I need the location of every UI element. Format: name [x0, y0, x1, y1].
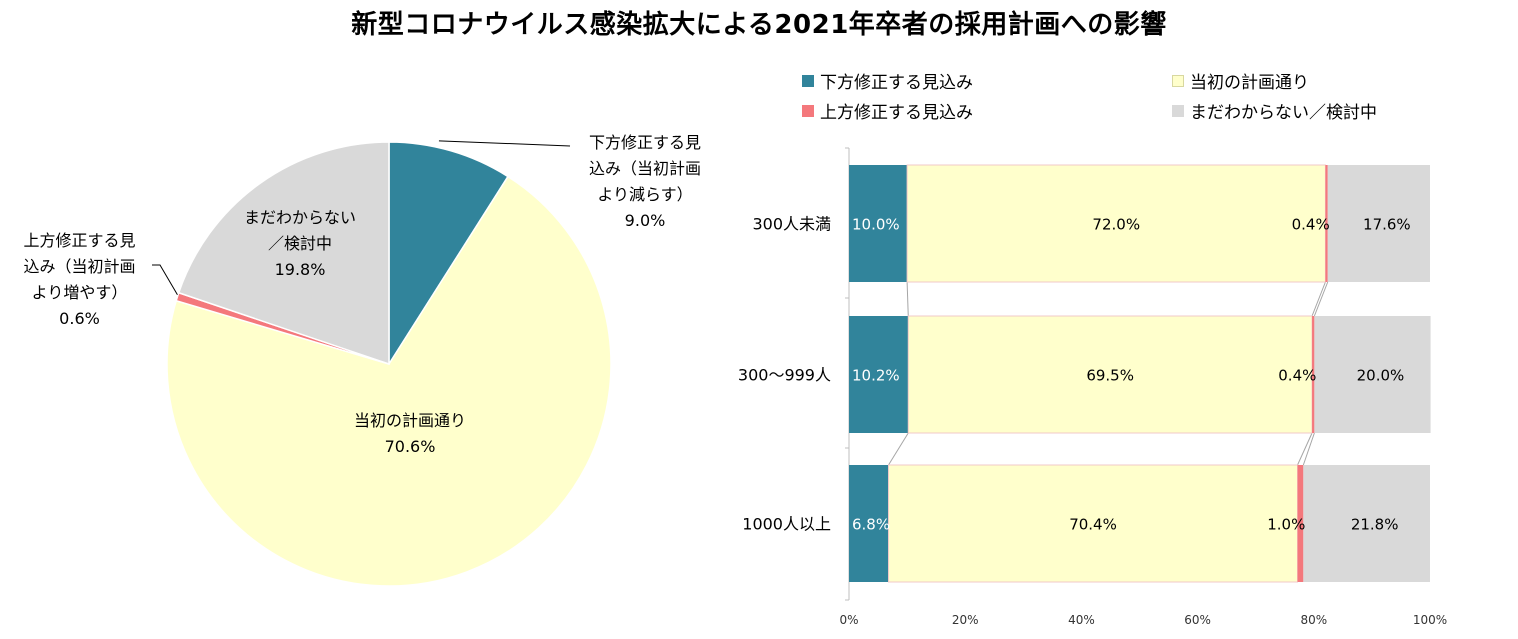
legend-swatch-same	[1172, 74, 1184, 87]
bar-segment-unknown	[1327, 165, 1430, 282]
chart-title: 新型コロナウイルス感染拡大による2021年卒者の採用計画への影響	[351, 10, 1167, 40]
legend-swatch-down	[802, 74, 814, 87]
legend-item-unknown: まだわからない／検討中	[1172, 98, 1377, 123]
pie-slice-same	[166, 175, 612, 587]
legend-label: 下方修正する見込み	[820, 73, 973, 93]
bar-segment-down	[849, 465, 889, 582]
category-label: 300〜999人	[738, 366, 831, 385]
x-tick-label: 20%	[952, 613, 979, 627]
bar-segment-up	[1325, 165, 1328, 282]
data-label-down: 10.0%	[852, 216, 900, 234]
data-label-down: 10.2%	[852, 367, 900, 385]
legend-item-same: 当初の計画通り	[1172, 68, 1309, 93]
bar-segment-same	[888, 464, 1299, 583]
legend-item-up: 上方修正する見込み	[802, 98, 973, 123]
data-label-unknown: 20.0%	[1357, 367, 1405, 385]
x-tick-label: 60%	[1184, 613, 1211, 627]
pie-label-unknown: まだわからない ／検討中 19.8%	[220, 205, 380, 283]
pie-label-up: 上方修正する見 込み（当初計画 より増やす） 0.6%	[2, 228, 157, 332]
series-connector-line	[1311, 281, 1326, 317]
pie-label-same-line: 当初の計画通り	[353, 411, 466, 430]
data-label-unknown: 17.6%	[1363, 216, 1411, 234]
pie-label-same-value: 70.6%	[384, 437, 436, 456]
data-label-same: 69.5%	[1086, 367, 1134, 385]
pie-label-unknown-line: まだわからない	[243, 208, 356, 227]
pie-label-up-line: 上方修正する見	[23, 231, 136, 250]
x-tick-label: 100%	[1413, 613, 1447, 627]
data-label-up: 1.0%	[1267, 516, 1305, 534]
series-connector-line	[906, 281, 909, 317]
category-label: 300人未満	[752, 215, 831, 234]
series-connector-line	[1313, 281, 1329, 317]
bar-segment-down	[849, 165, 908, 282]
bar-segment-down	[849, 316, 909, 433]
pie-slice-unknown	[177, 141, 390, 366]
pie-label-down: 下方修正する見 込み（当初計画 より減らす） 9.0%	[560, 130, 730, 234]
legend-swatch-up	[802, 104, 814, 117]
bar-segment-unknown	[1314, 316, 1431, 433]
pie-label-down-line: 下方修正する見	[588, 133, 701, 152]
pie-label-same: 当初の計画通り 70.6%	[330, 408, 490, 460]
data-label-up: 0.4%	[1292, 216, 1330, 234]
legend-item-down: 下方修正する見込み	[802, 68, 973, 93]
pie-label-unknown-value: 19.8%	[274, 260, 326, 279]
pie-label-down-value: 9.0%	[624, 211, 666, 230]
data-label-down: 6.8%	[852, 516, 890, 534]
legend-label: まだわからない／検討中	[1190, 103, 1377, 123]
bar-segment-up	[1312, 316, 1315, 433]
x-tick-label: 80%	[1300, 613, 1327, 627]
data-label-unknown: 21.8%	[1351, 516, 1399, 534]
pie-chart	[152, 140, 612, 587]
data-label-same: 70.4%	[1069, 516, 1117, 534]
pie-label-unknown-line: ／検討中	[267, 234, 332, 253]
legend-label: 上方修正する見込み	[820, 103, 973, 123]
bar-segment-up	[1297, 465, 1304, 582]
pie-label-up-value: 0.6%	[59, 309, 100, 328]
pie-label-down-line: より減らす）	[597, 185, 693, 204]
pie-slice-down	[388, 141, 509, 367]
leader-line-up	[152, 264, 178, 295]
bar-segment-same	[906, 164, 1326, 283]
leader-line-down	[438, 140, 571, 147]
pie-label-down-line: 込み（当初計画	[588, 159, 701, 178]
data-label-same: 72.0%	[1092, 216, 1140, 234]
category-label: 1000人以上	[742, 515, 831, 534]
pie-label-up-line: より増やす）	[31, 283, 128, 302]
bar-segment-unknown	[1303, 465, 1430, 582]
pie-label-up-line: 込み（当初計画	[23, 257, 136, 276]
legend-label: 当初の計画通り	[1190, 73, 1309, 93]
legend-swatch-unknown	[1172, 104, 1184, 117]
x-tick-label: 0%	[839, 613, 858, 627]
series-connector-line	[1297, 432, 1313, 466]
data-label-up: 0.4%	[1278, 367, 1316, 385]
series-connector-line	[888, 432, 909, 466]
x-tick-label: 40%	[1068, 613, 1095, 627]
series-connector-line	[1302, 432, 1315, 466]
